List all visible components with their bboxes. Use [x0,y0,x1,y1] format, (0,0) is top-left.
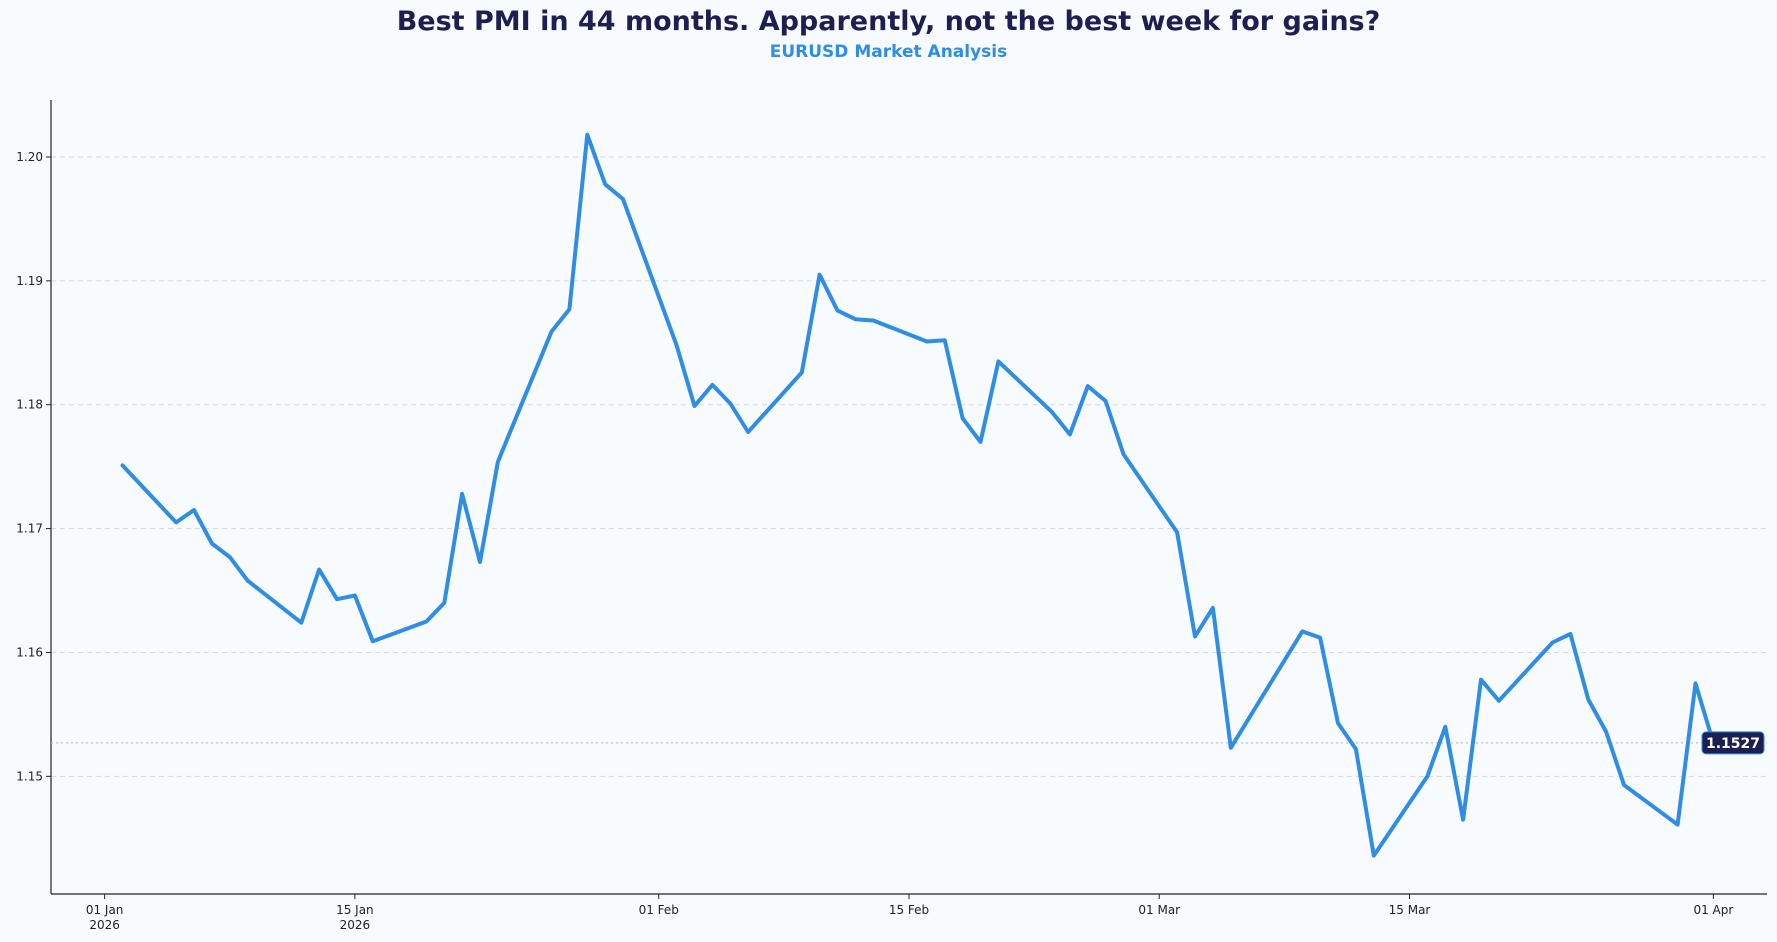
last-value-label: 1.1527 [1706,736,1760,752]
last-value-badge: 1.1527 [1701,731,1765,755]
y-tick-label: 1.19 [16,274,43,288]
y-tick-label: 1.18 [16,398,43,412]
x-tick-label: 01 Feb [639,903,679,917]
x-tick-year-label: 2026 [340,918,371,932]
y-tick-label: 1.15 [16,769,43,783]
last-value-badge-bg [1701,731,1765,755]
gridlines [51,156,1767,777]
x-tick-label: 15 Feb [889,903,929,917]
x-tick-year-label: 2026 [89,918,120,932]
x-tick-label: 15 Mar [1389,903,1431,917]
y-axis-ticks: 1.15 1.16 1.17 1.18 1.19 1.20 [16,150,51,783]
y-tick-label: 1.17 [16,522,43,536]
y-tick-label: 1.16 [16,645,43,659]
chart-title: Best PMI in 44 months. Apparently, not t… [396,6,1381,37]
series-group [120,132,1734,858]
x-tick-label: 01 Jan [86,903,124,917]
x-tick-label: 01 Apr [1693,903,1733,917]
x-tick-label: 01 Mar [1138,903,1180,917]
chart-subtitle: EURUSD Market Analysis [769,42,1008,62]
series-line [120,132,1734,858]
y-tick-label: 1.20 [16,150,43,164]
x-tick-label: 15 Jan [336,903,374,917]
axes [50,100,1767,895]
